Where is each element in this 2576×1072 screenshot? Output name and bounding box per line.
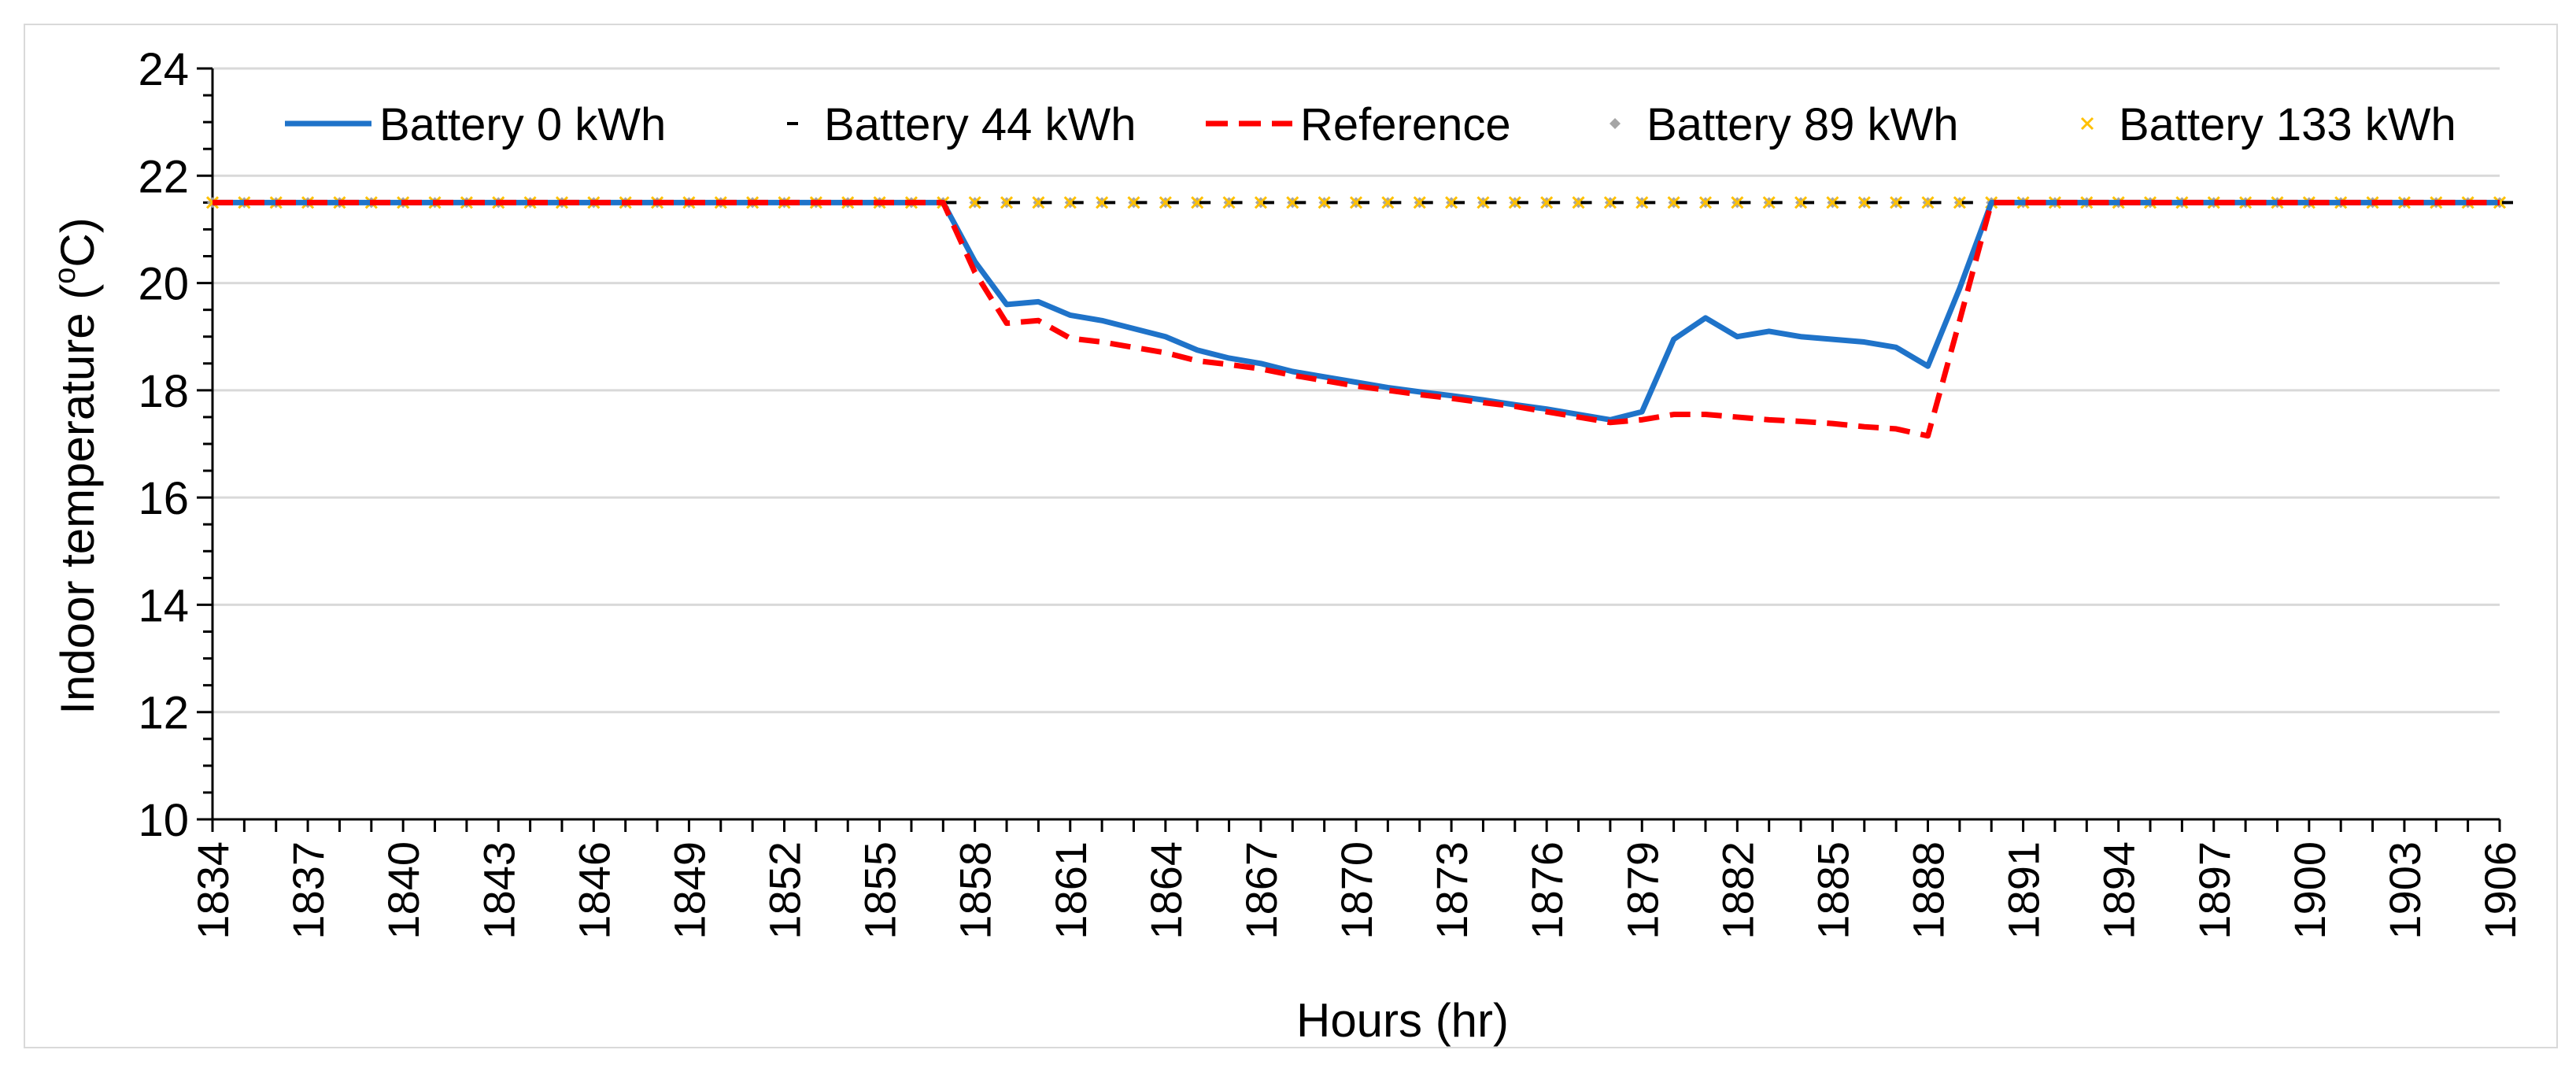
battery-133-marker xyxy=(1476,196,1490,209)
battery-133-marker xyxy=(1318,196,1331,209)
x-tick-label: 1834 xyxy=(188,841,238,940)
battery-133-marker xyxy=(1857,196,1871,209)
battery-133-marker xyxy=(1127,196,1140,209)
x-tick-label: 1861 xyxy=(1046,841,1096,940)
legend-label: Battery 44 kWh xyxy=(824,99,1136,150)
battery-133-marker xyxy=(1000,196,1014,209)
x-tick-label: 1840 xyxy=(379,841,428,940)
battery-133-marker xyxy=(1254,196,1267,209)
battery-133-marker xyxy=(968,196,981,209)
battery-133-marker xyxy=(1096,196,1109,209)
battery-133-marker xyxy=(1286,196,1299,209)
legend-battery-133: Battery 133 kWh xyxy=(2080,99,2456,150)
y-axis-title: Indoor temperature (oC) xyxy=(49,217,104,714)
legend: Battery 0 kWh Battery 44 kWh Reference Batt… xyxy=(285,99,2456,150)
battery-133-marker xyxy=(1667,196,1680,209)
chart-frame: 10 12 14 16 18 20 22 24 1834 1837 1840 1843 1846 1849… xyxy=(24,24,2558,1048)
x-tick-label: 1885 xyxy=(1808,841,1857,940)
battery-133-marker xyxy=(1540,196,1554,209)
battery-133-marker xyxy=(1921,196,1935,209)
x-tick-label: 1870 xyxy=(1332,841,1381,940)
battery-133-marker xyxy=(1413,196,1426,209)
x-axis-title: Hours (hr) xyxy=(1296,994,1509,1047)
line-chart: 10 12 14 16 18 20 22 24 1834 1837 1840 1843 1846 1849… xyxy=(49,44,2525,1047)
y-axis-title-main: Indoor temperature ( xyxy=(51,284,104,715)
legend-swatch-diamond xyxy=(1610,118,1621,129)
legend-label: Battery 89 kWh xyxy=(1646,99,1958,150)
battery-0-line xyxy=(213,199,2500,423)
x-tick-label: 1849 xyxy=(664,841,714,940)
x-tick-label: 1888 xyxy=(1904,841,1953,940)
gridlines xyxy=(213,67,2500,714)
x-tick-label: 1894 xyxy=(2094,841,2144,940)
battery-133-marker xyxy=(1603,196,1617,209)
x-tick-label: 1906 xyxy=(2475,841,2525,940)
legend-battery-44: Battery 44 kWh xyxy=(787,99,1136,150)
y-axis-title-tail: C) xyxy=(51,217,104,267)
battery-133-marker xyxy=(1222,196,1236,209)
y-tick-label: 12 xyxy=(138,688,189,739)
x-tick-label: 1867 xyxy=(1236,841,1286,940)
battery-133-marker xyxy=(1508,196,1521,209)
battery-133-marker xyxy=(1794,196,1808,209)
y-axis-title-superscript: o xyxy=(49,268,82,284)
battery-133-marker xyxy=(1762,196,1776,209)
battery-133-marker xyxy=(1826,196,1839,209)
y-tick-label: 16 xyxy=(138,473,189,524)
battery-133-marker xyxy=(1572,196,1585,209)
battery-133-marker xyxy=(1191,196,1204,209)
reference-line xyxy=(213,199,2500,439)
legend-swatch-x xyxy=(2080,116,2094,131)
x-tick-label: 1855 xyxy=(856,841,905,940)
y-tick-label: 10 xyxy=(138,795,189,846)
y-tick-label: 20 xyxy=(138,259,189,310)
x-tick-label: 1846 xyxy=(569,841,619,940)
legend-reference: Reference xyxy=(1206,99,1511,150)
battery-133-marker xyxy=(1953,196,1966,209)
y-tick-label: 22 xyxy=(138,151,189,202)
legend-label: Battery 0 kWh xyxy=(379,99,666,150)
x-tick-label: 1837 xyxy=(283,841,333,940)
x-tick-label: 1843 xyxy=(474,841,523,940)
y-tick-label: 24 xyxy=(138,44,189,95)
battery-133-marker xyxy=(1381,196,1395,209)
axes: 10 12 14 16 18 20 22 24 1834 1837 1840 1843 1846 1849… xyxy=(138,44,2525,940)
x-tick-label: 1852 xyxy=(760,841,810,940)
battery-133-marker xyxy=(1159,196,1172,209)
battery-133-marker xyxy=(1698,196,1713,209)
x-tick-label: 1873 xyxy=(1427,841,1476,940)
x-tick-label: 1858 xyxy=(951,841,1000,940)
x-tick-label: 1882 xyxy=(1713,841,1762,940)
x-tick-label: 1900 xyxy=(2285,841,2334,940)
battery-133-marker xyxy=(1890,196,1903,209)
battery-133-marker xyxy=(1635,196,1649,209)
battery-133-marker xyxy=(1445,196,1458,209)
x-tick-label: 1903 xyxy=(2380,841,2430,940)
battery-133-marker xyxy=(1731,196,1744,209)
legend-battery-89: Battery 89 kWh xyxy=(1610,99,1958,150)
x-tick-label: 1876 xyxy=(1522,841,1572,940)
y-tick-label: 18 xyxy=(138,366,189,417)
x-tick-label: 1864 xyxy=(1141,841,1191,940)
legend-label: Reference xyxy=(1300,99,1511,150)
x-tick-label: 1879 xyxy=(1617,841,1667,940)
battery-133-marker xyxy=(1063,196,1077,209)
battery-133-marker xyxy=(1032,196,1045,209)
legend-label: Battery 133 kWh xyxy=(2119,99,2456,150)
battery-133-marker xyxy=(1349,196,1363,209)
legend-battery-0: Battery 0 kWh xyxy=(285,99,666,150)
series-layer xyxy=(205,196,2513,439)
x-tick-label: 1891 xyxy=(1999,841,2049,940)
y-tick-label: 14 xyxy=(138,580,189,631)
x-tick-label: 1897 xyxy=(2190,841,2239,940)
